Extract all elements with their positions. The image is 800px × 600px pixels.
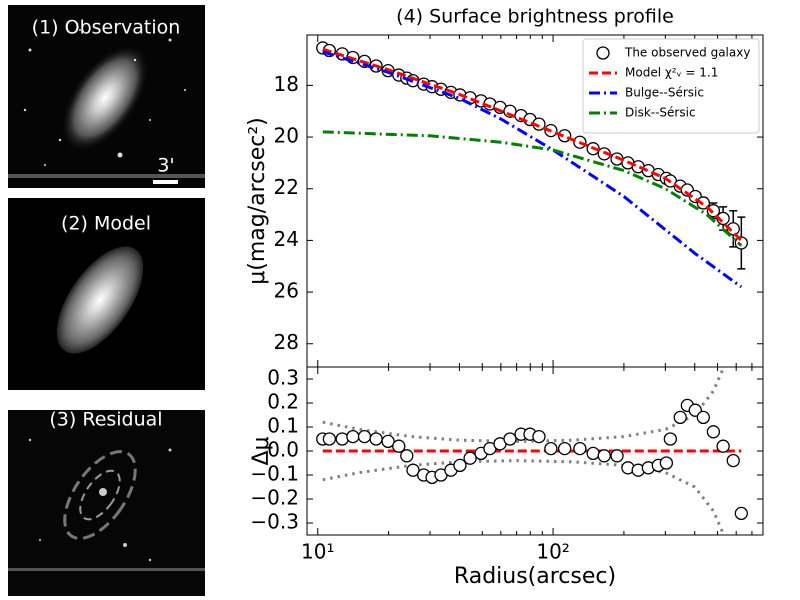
data-point bbox=[734, 236, 748, 250]
residual-image bbox=[8, 410, 205, 596]
y-tick-label: 0.3 bbox=[267, 366, 299, 390]
legend-label: Model χ²ᵥ = 1.1 bbox=[625, 66, 718, 80]
y-tick-label: 20 bbox=[274, 124, 299, 148]
y-tick-label: 24 bbox=[274, 227, 299, 251]
y-tick-label: −0.2 bbox=[250, 486, 299, 510]
model-image bbox=[8, 198, 205, 390]
legend-box bbox=[582, 38, 760, 134]
data-point bbox=[322, 432, 336, 446]
panel-label: (1) Observation bbox=[32, 17, 181, 39]
series-line bbox=[322, 459, 726, 535]
y-tick-label: 0.0 bbox=[267, 438, 299, 462]
y-axis-label: μ(mag/arcsec²) bbox=[245, 117, 270, 285]
y-tick-label: 22 bbox=[274, 175, 299, 199]
plot-area bbox=[316, 41, 748, 289]
scale-bar bbox=[153, 180, 178, 184]
data-point bbox=[597, 449, 611, 463]
data-point bbox=[335, 432, 349, 446]
data-point bbox=[381, 434, 395, 449]
data-point bbox=[406, 463, 420, 477]
data-point bbox=[392, 439, 406, 453]
data-point bbox=[734, 506, 748, 521]
plot-area bbox=[316, 367, 748, 535]
data-point bbox=[346, 429, 360, 444]
y-tick-label: 18 bbox=[274, 72, 299, 96]
data-point bbox=[463, 451, 477, 465]
observation-image bbox=[8, 5, 205, 188]
y-tick-label: 26 bbox=[274, 279, 299, 303]
y-tick-label: −0.3 bbox=[250, 510, 299, 534]
data-point bbox=[610, 449, 624, 463]
data-point bbox=[369, 432, 383, 446]
data-point bbox=[673, 410, 687, 425]
x-tick-label: 10² bbox=[536, 540, 569, 564]
y-tick-label: 0.1 bbox=[267, 414, 299, 438]
data-point bbox=[357, 429, 372, 444]
panel-label: (3) Residual bbox=[49, 409, 162, 431]
data-point bbox=[706, 204, 721, 218]
y-tick-label: −0.1 bbox=[250, 462, 299, 486]
data-point bbox=[716, 439, 730, 453]
x-axis-label: Radius(arcsec) bbox=[454, 564, 616, 589]
legend-label: Disk--Sérsic bbox=[625, 106, 696, 120]
panel-label: (2) Model bbox=[61, 213, 151, 235]
series-line bbox=[322, 130, 743, 247]
chart-title: (4) Surface brightness profile bbox=[396, 6, 674, 28]
data-point bbox=[532, 429, 546, 444]
legend-label: Bulge--Sérsic bbox=[625, 86, 704, 100]
series-line bbox=[322, 367, 726, 443]
data-point bbox=[400, 449, 414, 463]
data-point bbox=[573, 441, 587, 456]
data-point bbox=[663, 432, 677, 446]
series-line bbox=[322, 47, 743, 242]
data-point bbox=[586, 446, 600, 461]
data-point bbox=[726, 453, 740, 468]
data-point bbox=[544, 441, 558, 456]
y-tick-label: 0.2 bbox=[267, 390, 299, 414]
data-point bbox=[503, 432, 517, 446]
y-tick-label: 28 bbox=[274, 330, 299, 354]
x-tick-label: 10¹ bbox=[301, 540, 334, 564]
data-point bbox=[558, 441, 572, 456]
data-point bbox=[659, 456, 674, 470]
data-point bbox=[696, 410, 710, 425]
y-axis-label: Δμ bbox=[249, 436, 274, 465]
data-point bbox=[453, 458, 467, 473]
scale-bar-label: 3' bbox=[157, 155, 174, 177]
legend-marker bbox=[596, 46, 610, 60]
legend-label: The observed galaxy bbox=[624, 46, 750, 60]
data-point bbox=[706, 425, 721, 439]
